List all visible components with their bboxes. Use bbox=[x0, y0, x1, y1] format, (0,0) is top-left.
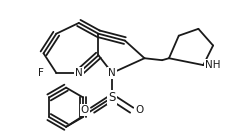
Text: N: N bbox=[75, 68, 83, 78]
Text: O: O bbox=[135, 105, 144, 115]
Text: S: S bbox=[109, 91, 116, 104]
Text: O: O bbox=[81, 105, 89, 115]
Text: NH: NH bbox=[205, 60, 221, 70]
Text: N: N bbox=[108, 68, 116, 78]
Text: F: F bbox=[38, 68, 44, 78]
